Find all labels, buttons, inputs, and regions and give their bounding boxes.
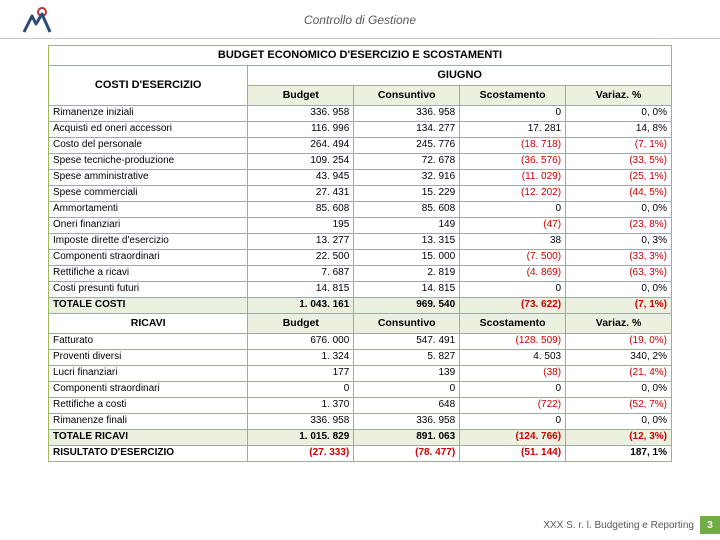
table-row: Oneri finanziari195149(47)(23, 8%) — [49, 217, 672, 233]
page-header: Controllo di Gestione — [0, 0, 720, 39]
totale-ricavi-row: TOTALE RICAVI1. 015. 829891. 063(124. 76… — [49, 429, 672, 445]
table-row: Spese commerciali27. 43115. 229(12. 202)… — [49, 185, 672, 201]
footer-page-number: 3 — [700, 516, 720, 534]
table-row: Rimanenze iniziali336. 958336. 95800, 0% — [49, 105, 672, 121]
table-row: Imposte dirette d'esercizio13. 27713. 31… — [49, 233, 672, 249]
col-header: Consuntivo — [354, 86, 460, 106]
table-row: Fatturato676. 000547. 491(128. 509)(19, … — [49, 333, 672, 349]
table-row: Acquisti ed oneri accessori116. 996134. … — [49, 121, 672, 137]
col-header: Variaz. % — [566, 313, 672, 333]
footer: XXX S. r. l. Budgeting e Reporting 3 — [543, 516, 720, 534]
table-row: Spese amministrative43. 94532. 916(11. 0… — [49, 169, 672, 185]
section-costs-label: COSTI D'ESERCIZIO — [49, 66, 248, 106]
col-header: Scostamento — [460, 86, 566, 106]
budget-table: BUDGET ECONOMICO D'ESERCIZIO E SCOSTAMEN… — [48, 45, 672, 462]
main-content: BUDGET ECONOMICO D'ESERCIZIO E SCOSTAMEN… — [0, 39, 720, 462]
table-row: Rimanenze finali336. 958336. 95800, 0% — [49, 413, 672, 429]
table-row: Spese tecniche-produzione109. 25472. 678… — [49, 153, 672, 169]
col-header: Budget — [248, 313, 354, 333]
table-row: Componenti straordinari22. 50015. 000(7.… — [49, 249, 672, 265]
table-row: Rettifiche a ricavi7. 6872. 819(4. 869)(… — [49, 265, 672, 281]
table-row: Costi presunti futuri14. 81514. 81500, 0… — [49, 281, 672, 297]
month-label: GIUGNO — [248, 66, 672, 86]
table-row: Rettifiche a costi1. 370648(722)(52, 7%) — [49, 397, 672, 413]
table-row: Proventi diversi1. 3245. 8274. 503340, 2… — [49, 349, 672, 365]
risultato-row: RISULTATO D'ESERCIZIO(27. 333)(78. 477)(… — [49, 445, 672, 461]
col-header: Consuntivo — [354, 313, 460, 333]
footer-text: XXX S. r. l. Budgeting e Reporting — [543, 520, 694, 531]
col-header: Scostamento — [460, 313, 566, 333]
table-row: Ammortamenti85. 60885. 60800, 0% — [49, 201, 672, 217]
table-row: Lucri finanziari177139(38)(21, 4%) — [49, 365, 672, 381]
section-ricavi-label: RICAVI — [49, 313, 248, 333]
logo-icon — [20, 6, 56, 34]
header-title: Controllo di Gestione — [68, 13, 700, 27]
table-row: Componenti straordinari0000, 0% — [49, 381, 672, 397]
col-header: Variaz. % — [566, 86, 672, 106]
table-row: Costo del personale264. 494245. 776(18. … — [49, 137, 672, 153]
table-title: BUDGET ECONOMICO D'ESERCIZIO E SCOSTAMEN… — [49, 46, 672, 66]
totale-costi-row: TOTALE COSTI1. 043. 161969. 540(73. 622)… — [49, 297, 672, 313]
col-header: Budget — [248, 86, 354, 106]
